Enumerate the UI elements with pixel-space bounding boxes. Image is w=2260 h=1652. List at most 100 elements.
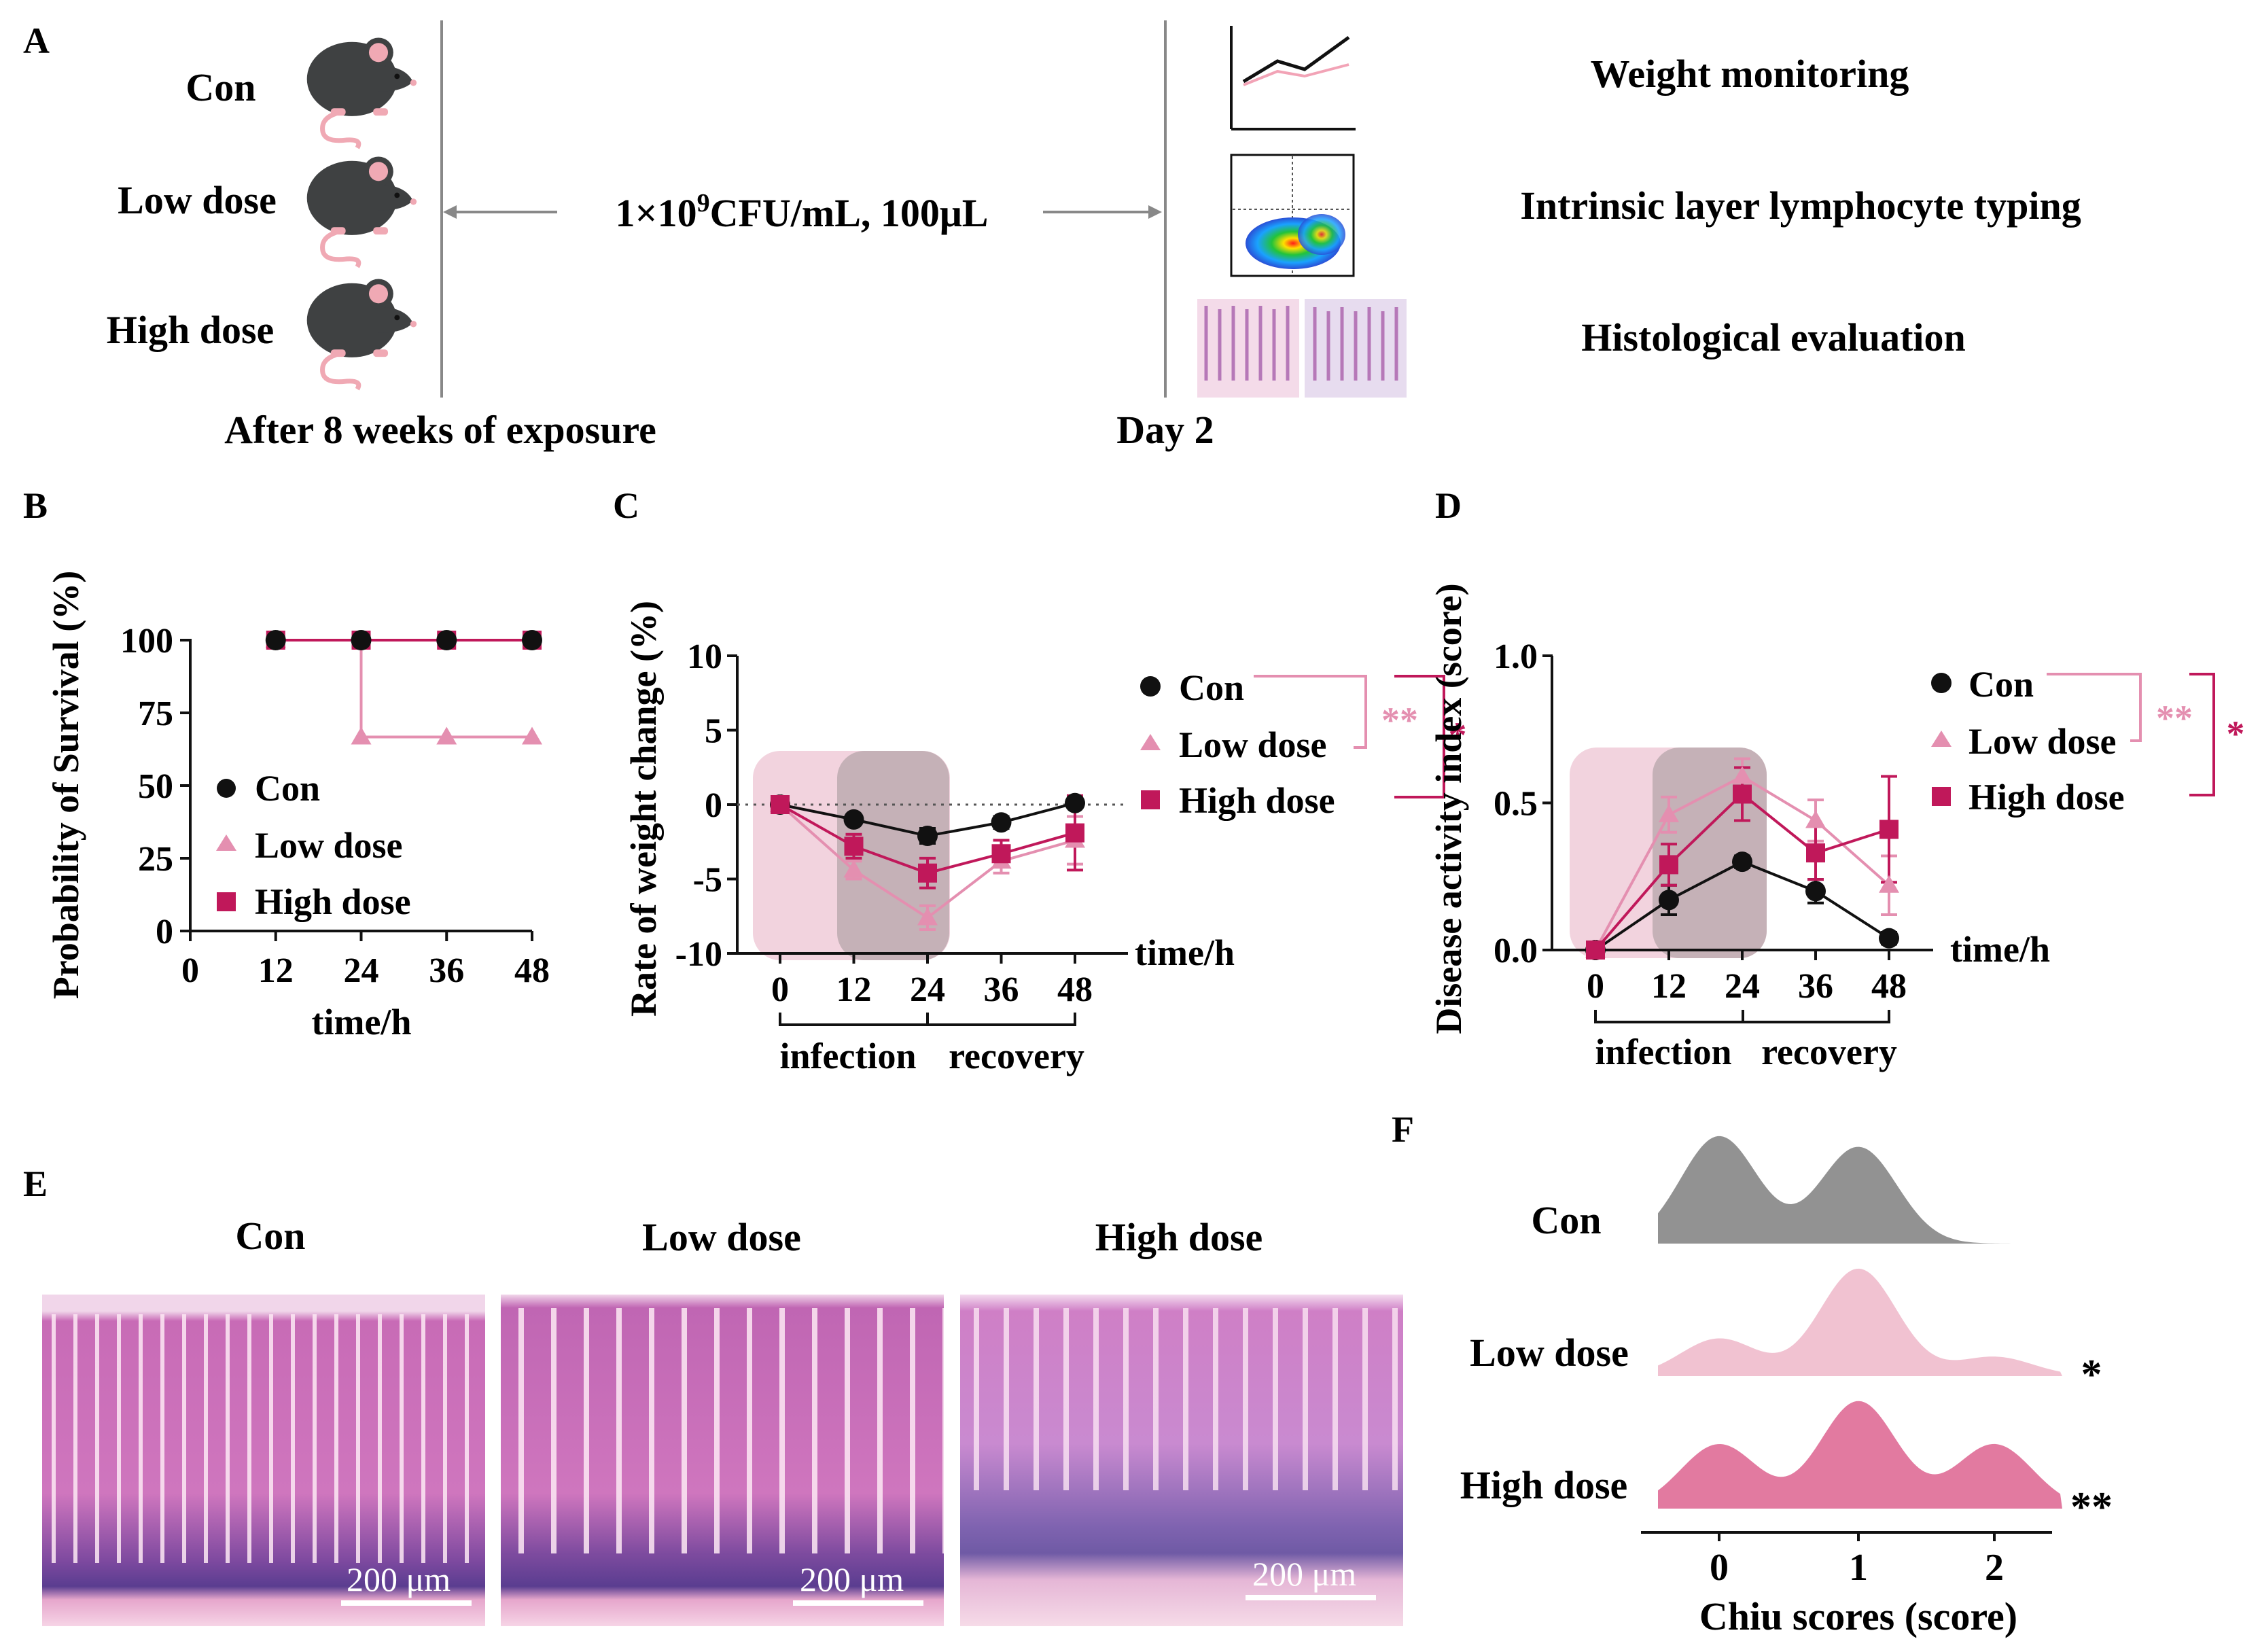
panel-b-label: B: [23, 485, 48, 526]
x-tick-label: 1: [1849, 1547, 1868, 1589]
legend-high: High dose: [1179, 780, 1335, 821]
x-tick-label: 0: [181, 951, 199, 990]
legend-high: High dose: [1968, 777, 2125, 818]
phase-recovery: recovery: [949, 1036, 1084, 1076]
series-line-low-dose: [275, 639, 532, 739]
data-point: [1733, 784, 1752, 804]
outcome-weight: Weight monitoring: [1591, 52, 1909, 96]
phase-infection: infection: [1595, 1032, 1732, 1072]
mouse-icon: [307, 156, 417, 266]
legend-marker-high: [217, 892, 236, 911]
data-point: [991, 844, 1011, 864]
data-point: [1065, 823, 1084, 843]
panel-d-legend: Con Low dose High dose ** *: [1931, 664, 2245, 818]
panel-e: E Con Low dose High dose: [23, 1163, 1263, 1259]
mouse-icon: [307, 279, 417, 389]
panel-b-ylabel: Probability of Survival (%): [46, 571, 86, 1000]
data-point: [1659, 855, 1678, 875]
data-point: [1879, 875, 1899, 893]
panel-e-label: E: [23, 1163, 48, 1204]
y-tick-label: 0: [705, 786, 722, 825]
panel-d-ylabel: Disease activity index (score): [1428, 583, 1469, 1034]
legend-marker-high: [1141, 790, 1160, 809]
legend-low: Low dose: [255, 825, 403, 866]
y-tick-label: 1.0: [1494, 637, 1538, 676]
panel-f: F Con Low dose * High dose ** 0 1 2 Chiu score…: [1392, 1109, 2113, 1638]
panel-d: D 0.0 0.5 1.0 0 12 24 36 48 time/h Disease act…: [1428, 485, 2245, 1072]
data-point: [436, 630, 457, 650]
panel-c-label: C: [613, 485, 639, 526]
y-tick-label: 50: [138, 767, 173, 806]
histology-icon: [1197, 299, 1407, 398]
data-point: [1806, 843, 1825, 863]
x-tick-label: 0: [1587, 967, 1604, 1006]
histology-title-con: Con: [235, 1214, 305, 1258]
legend-marker-con: [1931, 673, 1952, 693]
panel-d-phase-bracket: [1594, 1010, 1890, 1023]
data-point: [917, 825, 938, 846]
data-point: [1805, 810, 1826, 828]
legend-marker-low: [1140, 734, 1161, 750]
y-tick-label: -5: [693, 861, 722, 900]
overlap-shade: [837, 751, 949, 960]
x-tick-label: 36: [1798, 967, 1833, 1006]
data-point: [1879, 928, 1899, 949]
scale-bar: [793, 1600, 923, 1606]
legend-con: Con: [255, 768, 320, 809]
x-tick-label: 48: [514, 951, 550, 990]
sig-high: *: [1449, 715, 1467, 756]
x-tick-label: 24: [910, 970, 945, 1009]
dose-arrow: [443, 205, 1162, 219]
flow-cytometry-icon: [1230, 154, 1355, 277]
x-tick-label: 36: [429, 951, 464, 990]
scale-bar: [341, 1600, 472, 1606]
panel-a-label: A: [23, 20, 50, 61]
ridge-label: Con: [1531, 1198, 1601, 1242]
data-point: [522, 630, 542, 650]
y-tick-label: 0: [156, 913, 173, 951]
legend-marker-low: [216, 834, 236, 851]
data-point: [351, 726, 372, 745]
panel-c-ylabel: Rate of weight change (%): [623, 601, 664, 1017]
scale-bar-label: 200 μm: [800, 1560, 904, 1598]
sig-low: **: [2156, 698, 2193, 739]
ridge-con: [1658, 1136, 2062, 1244]
y-tick-label: 25: [138, 840, 173, 879]
data-point: [1879, 820, 1899, 839]
y-tick-label: 75: [138, 695, 173, 733]
ridge-label: Low dose: [1470, 1331, 1629, 1375]
x-tick-label: 12: [258, 951, 294, 990]
legend-high: High dose: [255, 881, 411, 922]
sig-low: **: [1381, 700, 1418, 741]
panel-b-legend: Con Low dose High dose: [216, 768, 411, 922]
x-tick-label: 12: [836, 970, 872, 1009]
ridge-high-dose: [1658, 1401, 2062, 1509]
outcome-histology: Histological evaluation: [1581, 315, 1966, 359]
data-point: [1065, 792, 1085, 813]
day-label: Day 2: [1116, 408, 1214, 452]
legend-con: Con: [1968, 664, 2034, 705]
mouse-icon: [307, 37, 417, 147]
data-point: [918, 863, 937, 883]
group-label-con: Con: [186, 65, 255, 109]
x-tick-label: 48: [1057, 970, 1093, 1009]
ridge-low-dose: [1658, 1268, 2062, 1376]
sig-high: *: [2227, 714, 2245, 754]
x-tick-label: 2: [1985, 1547, 2004, 1589]
x-tick-label: 0: [771, 970, 789, 1009]
y-tick-label: 100: [120, 622, 173, 661]
scale-bar-label: 200 μm: [347, 1560, 451, 1598]
panel-f-label: F: [1392, 1109, 1414, 1150]
histology-title-low: Low dose: [642, 1215, 801, 1259]
panel-f-xlabel: Chiu scores (score): [1699, 1594, 2017, 1638]
data-point: [522, 726, 542, 745]
data-point: [991, 812, 1012, 833]
legend-con: Con: [1179, 667, 1244, 708]
x-tick-label: 0: [1710, 1547, 1729, 1589]
data-point: [1805, 881, 1826, 902]
line-chart-icon: [1230, 26, 1356, 130]
histology-title-high: High dose: [1095, 1215, 1263, 1259]
data-point: [1659, 890, 1679, 911]
data-point: [351, 630, 372, 650]
